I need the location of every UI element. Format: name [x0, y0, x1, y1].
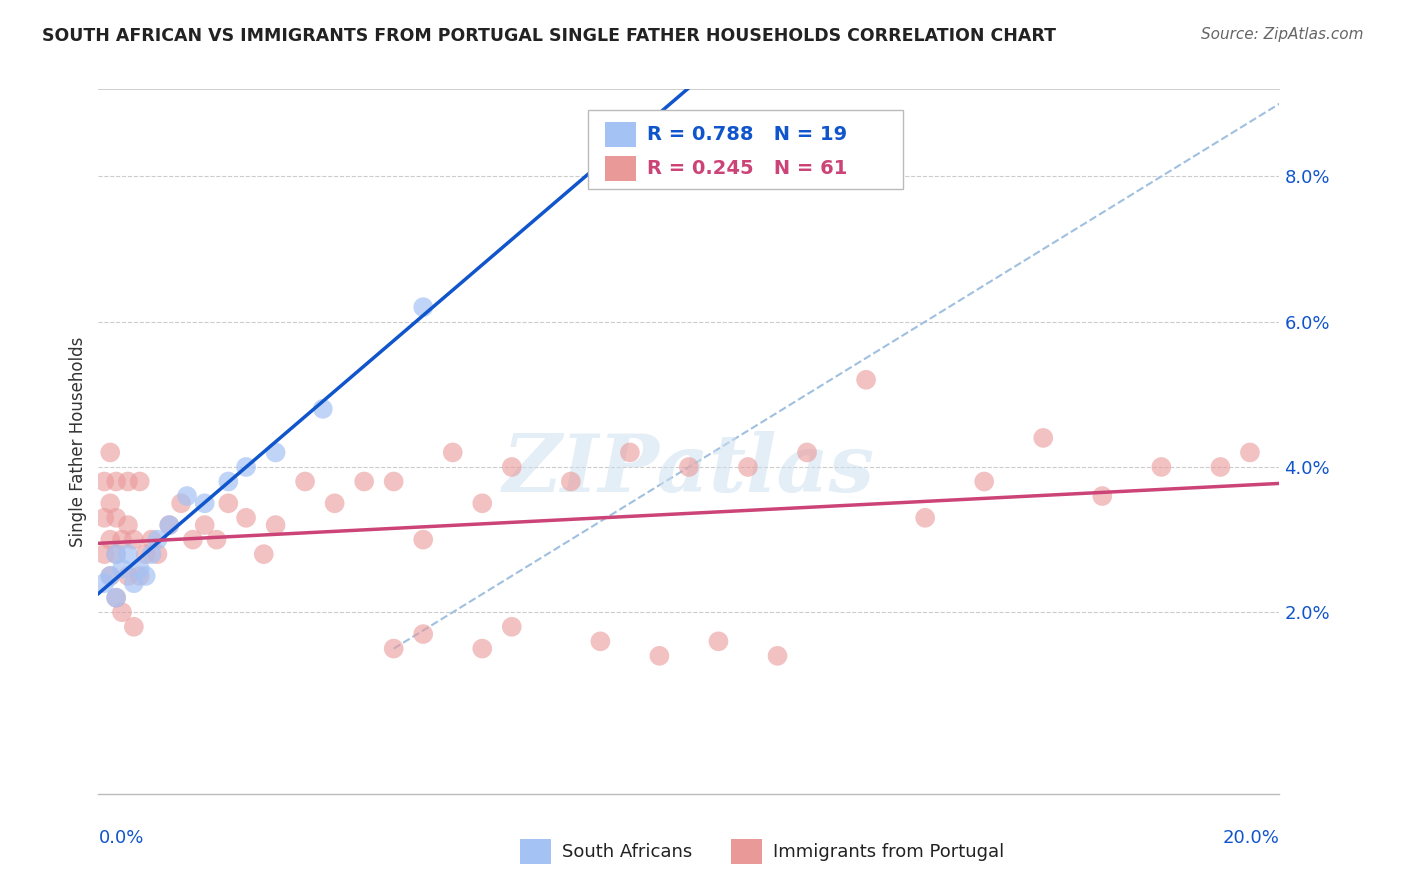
Text: South Africans: South Africans	[562, 843, 693, 861]
Point	[111, 605, 134, 619]
Point	[111, 533, 134, 547]
Point	[412, 533, 434, 547]
Point	[264, 518, 287, 533]
Point	[914, 511, 936, 525]
Point	[1091, 489, 1114, 503]
Point	[382, 475, 405, 489]
Point	[217, 475, 239, 489]
Point	[141, 547, 163, 561]
Point	[135, 547, 157, 561]
Text: R = 0.788   N = 19: R = 0.788 N = 19	[647, 125, 846, 145]
Point	[117, 518, 139, 533]
Point	[93, 475, 115, 489]
Point	[146, 547, 169, 561]
Point	[135, 569, 157, 583]
Point	[105, 475, 128, 489]
Point	[312, 401, 335, 416]
Point	[1150, 460, 1173, 475]
Point	[560, 475, 582, 489]
Point	[323, 496, 346, 510]
Point	[105, 511, 128, 525]
Point	[471, 496, 494, 510]
Text: 0.0%: 0.0%	[98, 830, 143, 847]
Point	[441, 445, 464, 459]
Point	[170, 496, 193, 510]
Point	[253, 547, 276, 561]
Point	[117, 475, 139, 489]
Point	[737, 460, 759, 475]
Point	[98, 569, 121, 583]
Point	[128, 569, 150, 583]
Point	[122, 576, 145, 591]
Point	[122, 533, 145, 547]
Point	[412, 627, 434, 641]
Point	[382, 641, 405, 656]
Point	[93, 547, 115, 561]
Text: R = 0.245   N = 61: R = 0.245 N = 61	[647, 159, 848, 178]
Point	[796, 445, 818, 459]
Point	[294, 475, 316, 489]
Point	[181, 533, 204, 547]
Point	[93, 576, 115, 591]
Point	[589, 634, 612, 648]
Point	[176, 489, 198, 503]
Point	[205, 533, 228, 547]
Point	[194, 496, 217, 510]
Point	[235, 460, 257, 475]
Point	[855, 373, 877, 387]
Point	[412, 300, 434, 314]
Point	[128, 475, 150, 489]
Point	[105, 547, 128, 561]
Point	[619, 445, 641, 459]
Point	[471, 641, 494, 656]
Point	[707, 634, 730, 648]
Y-axis label: Single Father Households: Single Father Households	[69, 336, 87, 547]
Point	[98, 496, 121, 510]
Point	[678, 460, 700, 475]
Point	[98, 445, 121, 459]
Point	[648, 648, 671, 663]
Point	[1239, 445, 1261, 459]
Point	[264, 445, 287, 459]
Point	[157, 518, 180, 533]
Point	[157, 518, 180, 533]
Point	[141, 533, 163, 547]
Point	[146, 533, 169, 547]
Point	[117, 569, 139, 583]
Point	[105, 547, 128, 561]
Point	[353, 475, 375, 489]
Point	[128, 562, 150, 576]
Point	[105, 591, 128, 605]
Text: ZIPatlas: ZIPatlas	[503, 431, 875, 508]
Text: Immigrants from Portugal: Immigrants from Portugal	[773, 843, 1004, 861]
Point	[122, 620, 145, 634]
Point	[194, 518, 217, 533]
Point	[117, 547, 139, 561]
Point	[98, 569, 121, 583]
Point	[111, 562, 134, 576]
Point	[235, 511, 257, 525]
Point	[98, 533, 121, 547]
Point	[1209, 460, 1232, 475]
Text: 20.0%: 20.0%	[1223, 830, 1279, 847]
Point	[105, 591, 128, 605]
Point	[766, 648, 789, 663]
Point	[1032, 431, 1054, 445]
Point	[217, 496, 239, 510]
Text: Source: ZipAtlas.com: Source: ZipAtlas.com	[1201, 27, 1364, 42]
Point	[973, 475, 995, 489]
Point	[501, 460, 523, 475]
Point	[93, 511, 115, 525]
Point	[501, 620, 523, 634]
Text: SOUTH AFRICAN VS IMMIGRANTS FROM PORTUGAL SINGLE FATHER HOUSEHOLDS CORRELATION C: SOUTH AFRICAN VS IMMIGRANTS FROM PORTUGA…	[42, 27, 1056, 45]
